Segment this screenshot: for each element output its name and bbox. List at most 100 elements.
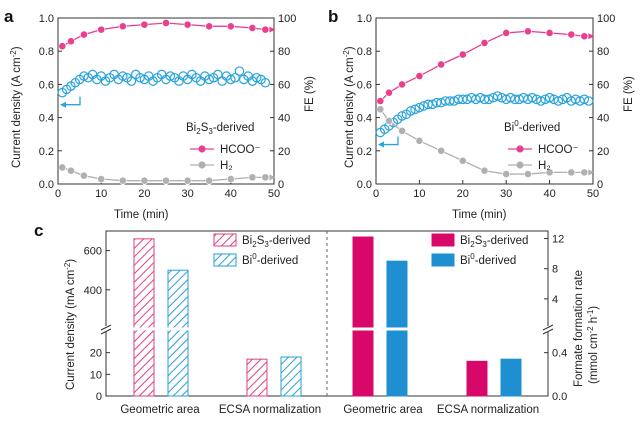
panel-b-hcoo-point: [524, 27, 532, 36]
panel-b-h2-point: [524, 170, 532, 178]
panel-c-y-left-tick-label: 10: [90, 369, 102, 381]
panel-a-h2-point: [248, 173, 257, 182]
panel-a-hcoo-point: [162, 19, 170, 27]
panel-a-x-tick-label: 10: [95, 188, 107, 200]
panel-b-hcoo-point: [398, 80, 406, 89]
panel-a-y-right-tick-label: 80: [278, 46, 290, 58]
panel-c-legend-label: Bi0-derived: [460, 252, 516, 267]
panel-a-xlabel: Time (min): [114, 209, 169, 221]
panel-a-hcoo-point: [67, 37, 75, 46]
panel-a-hcoo-point: [183, 20, 192, 29]
panel-b-h2-line: [379, 108, 585, 175]
panel-c-legend-swatch: [213, 253, 237, 267]
panel-c-legend-swatch: [431, 253, 455, 267]
panel-a-x-tick-label: 30: [181, 188, 193, 200]
panel-b-legend-marker: [516, 145, 524, 153]
panel-c-ylabel-right-line1: Formate formation rate: [573, 270, 585, 387]
panel-a-h2-point: [205, 176, 214, 185]
panel-b-current-point: [579, 94, 590, 105]
panel-c-category-label: Geometric area: [120, 404, 200, 416]
panel-b-current-arrow: [384, 136, 399, 146]
panel-b-y-right-tick-label: 100: [597, 13, 615, 25]
panel-a-y-right-tick-label: 0: [278, 179, 284, 191]
panel-a-y-right-tick-label: 40: [278, 113, 290, 125]
panel-b-hcoo-point: [458, 50, 467, 59]
panel-c-legend-label: Bi2S3-derived: [242, 235, 310, 249]
panel-c-y-left-tick-label: 600: [84, 246, 102, 258]
panel-c-bar: [167, 269, 189, 397]
panel-label-a: a: [4, 7, 14, 26]
panel-a-current-point: [204, 74, 214, 85]
panel-c-axis-break-mark: [100, 328, 112, 335]
panel-a-y-left-tick-label: 0.2: [39, 146, 54, 158]
panel-a-current-point: [165, 71, 176, 81]
panel-b-current-point: [553, 96, 564, 106]
panel-c-category-label: ECSA normalization: [219, 404, 321, 416]
panel-b-current-point: [536, 96, 546, 106]
panel-b-current-point: [583, 96, 594, 106]
panel-a-current-point: [234, 66, 245, 76]
panel-b-y-right-tick-label: 20: [597, 146, 609, 158]
panel-a-hcoo-arrow: [269, 26, 276, 33]
panel-a-y-left-tick-label: 1.0: [39, 13, 54, 25]
panel-a-x-tick-label: 40: [225, 188, 237, 200]
panel-c-legend-swatch: [213, 233, 237, 247]
panel-a-hcoo-line: [61, 22, 266, 47]
panel-b-current-point: [492, 91, 503, 101]
panel-b-h2-point: [545, 168, 554, 177]
panel-b-h2-point: [502, 170, 511, 178]
panel-c-bar-break: [133, 327, 155, 331]
panel-c-bar-break: [352, 327, 374, 331]
panel-a-current-point: [251, 72, 262, 83]
panel-a-h2-point: [183, 176, 192, 185]
panel-a-ylabel-right: FE (%): [304, 76, 316, 112]
panel-c-category-label: Geometric area: [343, 404, 423, 416]
panel-c-y-right-tick-label: 8: [552, 264, 558, 276]
panel-b-hcoo-point: [385, 88, 393, 97]
panel-c-axis-break-gap: [101, 326, 111, 332]
panel-c-y-left-tick-label: 400: [84, 285, 102, 297]
panel-c-y-right-tick-label: 4: [552, 294, 558, 306]
panel-c-axis-break-mark: [542, 324, 554, 331]
panel-b-x-tick-label: 40: [543, 188, 555, 200]
panel-b-x-tick-label: 50: [587, 188, 599, 200]
panel-b-ylabel-left: Current density (A cm-2): [342, 46, 356, 168]
panel-b-chart: Time (min) Current density (A cm-2) FE (…: [342, 13, 635, 221]
panel-b-y-left-tick-label: 0.0: [357, 179, 372, 191]
panel-b-legend-label: H₂: [538, 160, 551, 172]
panel-a-hcoo-point: [80, 30, 88, 39]
panel-a-y-left-tick-label: 0.4: [39, 113, 54, 125]
panel-a-current-point: [118, 71, 128, 81]
panel-b-hcoo-point: [480, 39, 489, 47]
panel-a-h2-point: [97, 175, 106, 183]
panel-a-legend-label: HCOO⁻: [220, 144, 261, 156]
panel-a-legend-title: Bi2S3-derived: [186, 122, 254, 136]
panel-b-h2-point: [567, 168, 576, 177]
panel-a-current-point: [260, 77, 271, 88]
panel-c-chart: Current density (mA cm-2) Formate format…: [63, 230, 600, 416]
panel-c-category-label: ECSA normalization: [437, 404, 539, 416]
panel-c-y-right-tick-label: 0.4: [552, 348, 567, 360]
panel-b-y-right-tick-label: 60: [597, 79, 609, 91]
panel-a-h2-point: [118, 176, 127, 185]
panel-b-current-point: [414, 102, 425, 113]
panel-b-legend-label: HCOO⁻: [538, 144, 579, 156]
panel-a-x-tick-label: 0: [55, 188, 61, 200]
panel-c-bar: [500, 358, 522, 397]
panel-c-ylabel-left: Current density (mA cm-2): [63, 259, 77, 390]
panel-b-y-left-tick-label: 0.4: [357, 113, 372, 125]
panel-a-legend-label: H₂: [220, 160, 233, 172]
panel-b-h2-arrow: [588, 169, 595, 176]
panel-c-y-right-tick-label: 12: [552, 234, 564, 246]
panel-b-y-right-tick-label: 40: [597, 113, 609, 125]
panel-b-hcoo-point: [545, 29, 554, 37]
panel-a-h2-point: [261, 173, 270, 182]
panel-b-y-left-tick-label: 0.2: [357, 146, 372, 158]
panel-b-y-left-tick-label: 1.0: [357, 13, 372, 25]
panel-a-hcoo-point: [226, 22, 235, 31]
panel-b-h2-point: [398, 126, 406, 135]
panel-b-hcoo-point: [437, 60, 445, 69]
panel-a-y-right-tick-label: 20: [278, 146, 290, 158]
panel-c-legend-label: Bi2S3-derived: [460, 235, 528, 249]
panel-b-hcoo-point: [376, 97, 385, 105]
